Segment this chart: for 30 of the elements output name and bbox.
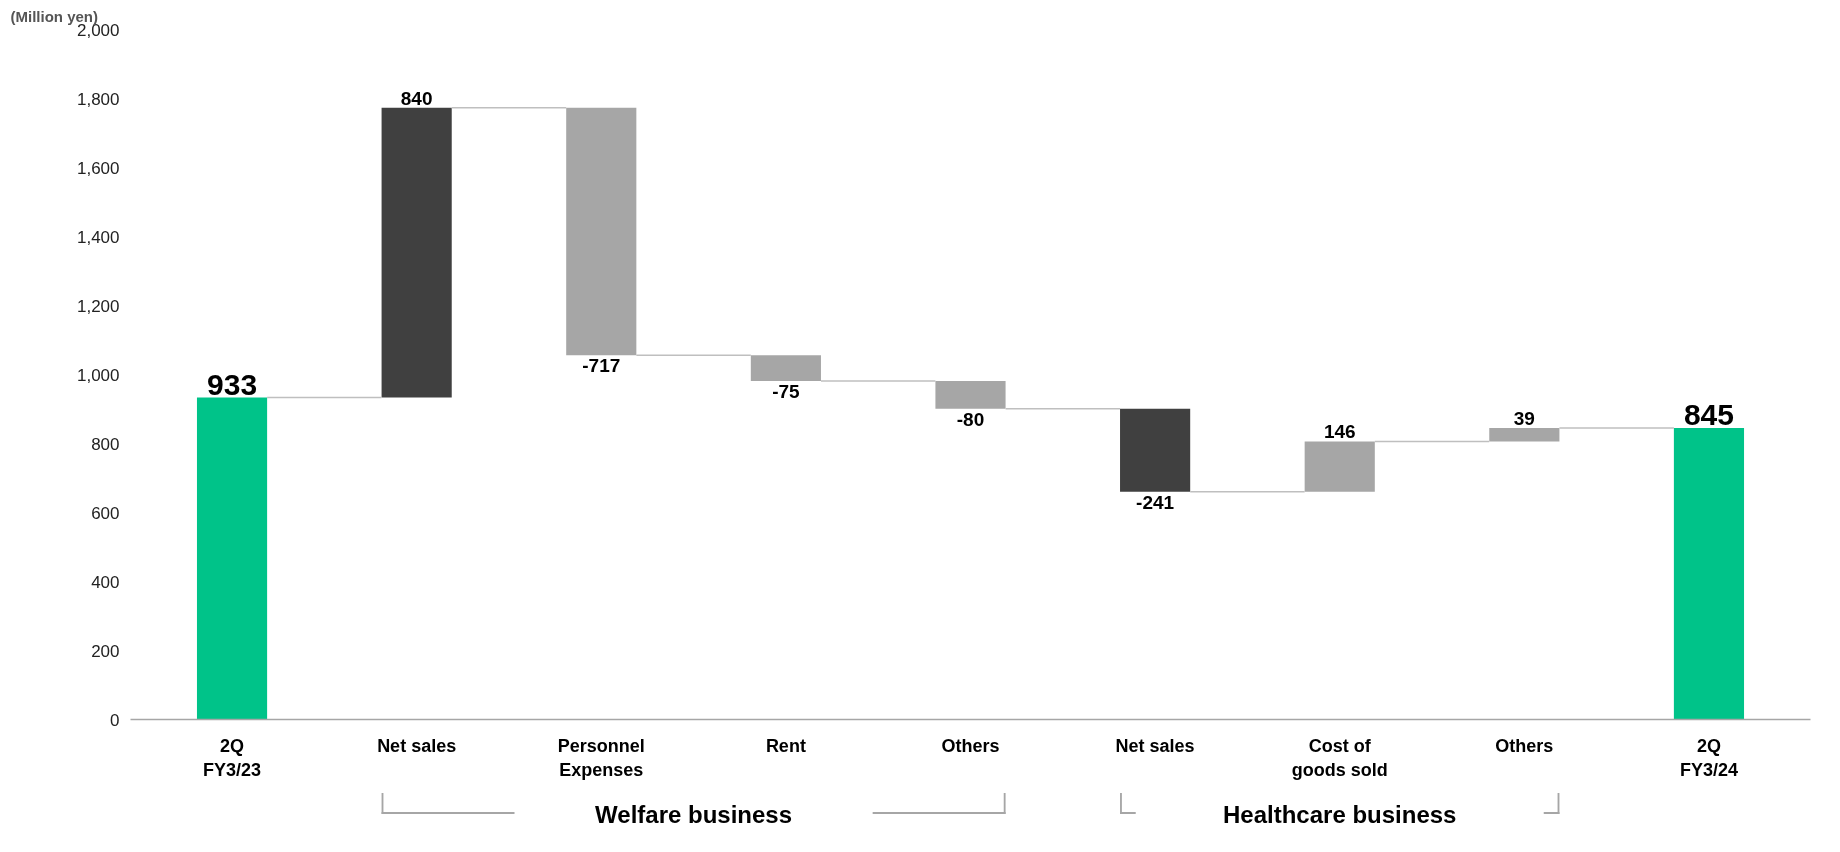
y-tick-label: 400 [91,572,120,592]
text: Healthcare business [1223,800,1457,828]
text: Welfare business [595,800,793,828]
y-tick-label: 1,400 [76,227,120,247]
data-label: 933 [207,367,258,401]
x-tick-label: Net sales [1115,735,1195,756]
x-tick-label: Net sales [377,735,457,756]
data-label: -80 [956,408,985,430]
y-tick-label: 0 [110,710,120,730]
y-tick-label: 1,000 [76,365,120,385]
y-tick-label: 200 [91,641,120,661]
x-tick-label: Others [941,735,1000,756]
x-tick-label: Cost of goods sold [1291,735,1388,780]
x-tick-label: Others [1495,735,1554,756]
data-label: 845 [1683,397,1734,431]
y-tick-label: 1,600 [76,158,120,178]
data-label: 840 [400,87,433,109]
data-label: 146 [1323,421,1356,443]
y-tick-label: 1,800 [76,89,120,109]
y-tick-label: 600 [91,503,120,523]
data-label: -75 [772,381,801,403]
data-label: -241 [1136,491,1175,513]
data-label: -717 [582,355,621,377]
data-label: 39 [1513,407,1535,429]
x-tick-label: 2Q FY3/24 [1679,735,1738,780]
y-tick-label: 1,200 [76,296,120,316]
x-tick-label: 2Q FY3/23 [203,735,262,780]
x-tick-label: Rent [765,735,806,756]
x-tick-label: Personnel Expenses [557,735,645,780]
y-tick-label: 800 [91,434,120,454]
